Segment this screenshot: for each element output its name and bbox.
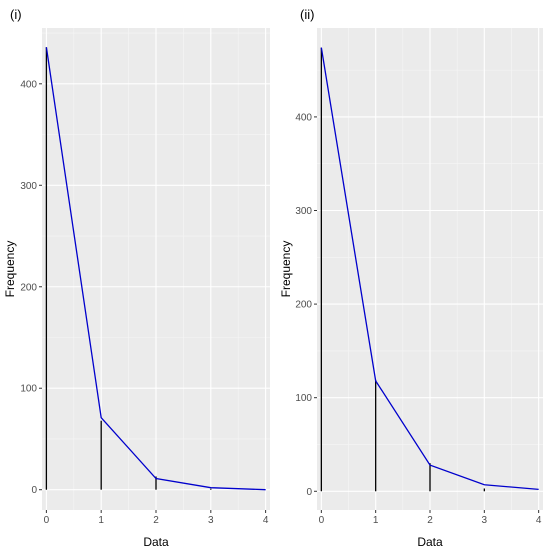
y-tick-label: 300 <box>20 181 37 192</box>
y-tick-label: 0 <box>306 487 312 498</box>
panel-2: 0 1 2 3 4 0 100 200 300 400 Data Frequency (ii) <box>279 7 543 549</box>
panel-label: (i) <box>10 7 22 22</box>
x-tick-label: 4 <box>263 515 269 526</box>
y-tick-label: 200 <box>20 282 37 293</box>
x-tick-label: 0 <box>44 515 50 526</box>
x-axis-title: Data <box>143 535 169 549</box>
y-tick-label: 200 <box>295 300 312 311</box>
y-tick-label: 400 <box>295 112 312 123</box>
y-tick-label: 300 <box>295 206 312 217</box>
y-axis-title: Frequency <box>279 241 293 298</box>
y-tick-label: 400 <box>20 79 37 90</box>
y-axis-title: Frequency <box>3 241 17 298</box>
fitted-line <box>320 47 539 491</box>
fitted-line <box>45 47 266 491</box>
y-tick-label: 0 <box>31 485 37 496</box>
x-tick-label: 1 <box>98 515 104 526</box>
y-tick-label: 100 <box>20 384 37 395</box>
y-tick-label: 100 <box>295 393 312 404</box>
x-tick-label: 0 <box>319 515 325 526</box>
x-axis-title: Data <box>417 535 443 549</box>
x-tick-label: 2 <box>427 515 433 526</box>
x-tick-label: 3 <box>208 515 214 526</box>
x-tick-label: 4 <box>536 515 542 526</box>
x-tick-label: 3 <box>482 515 488 526</box>
panel-label: (ii) <box>300 7 314 22</box>
panel-1: 0 1 2 3 4 0 100 200 300 400 Data Frequency (i) <box>3 7 270 549</box>
x-tick-label: 2 <box>153 515 159 526</box>
x-tick-label: 1 <box>373 515 379 526</box>
